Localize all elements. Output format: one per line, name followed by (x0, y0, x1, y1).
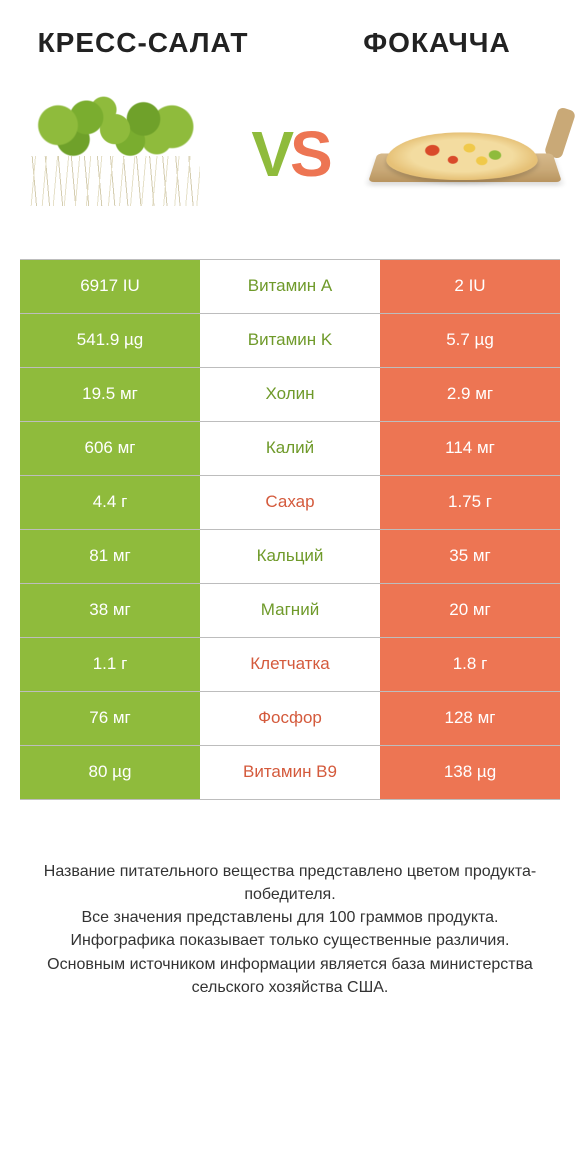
focaccia-icon (365, 94, 565, 214)
vs-label: VS (251, 117, 328, 191)
left-value: 76 мг (20, 692, 200, 745)
right-food-title: ФОКАЧЧА (322, 28, 552, 59)
nutrient-label: Магний (200, 584, 380, 637)
table-row: 80 µgВитамин B9138 µg (20, 746, 560, 800)
vs-v: V (251, 117, 290, 191)
table-row: 6917 IUВитамин A2 IU (20, 260, 560, 314)
right-value: 2.9 мг (380, 368, 560, 421)
nutrient-label: Сахар (200, 476, 380, 529)
right-value: 35 мг (380, 530, 560, 583)
right-value: 114 мг (380, 422, 560, 475)
footer-line: Все значения представлены для 100 граммо… (30, 906, 550, 929)
right-value: 5.7 µg (380, 314, 560, 367)
left-value: 1.1 г (20, 638, 200, 691)
right-value: 20 мг (380, 584, 560, 637)
nutrient-label: Витамин A (200, 260, 380, 313)
left-value: 606 мг (20, 422, 200, 475)
footer-line: Название питательного вещества представл… (30, 860, 550, 906)
footer-line: Основным источником информации является … (30, 953, 550, 999)
table-row: 541.9 µgВитамин K5.7 µg (20, 314, 560, 368)
right-value: 1.75 г (380, 476, 560, 529)
left-value: 81 мг (20, 530, 200, 583)
left-value: 80 µg (20, 746, 200, 799)
left-food-image (10, 89, 220, 219)
nutrient-label: Витамин B9 (200, 746, 380, 799)
table-row: 1.1 гКлетчатка1.8 г (20, 638, 560, 692)
right-food-image (360, 89, 570, 219)
nutrient-label: Витамин K (200, 314, 380, 367)
nutrient-label: Холин (200, 368, 380, 421)
comparison-table: 6917 IUВитамин A2 IU541.9 µgВитамин K5.7… (20, 259, 560, 800)
nutrient-label: Калий (200, 422, 380, 475)
table-row: 38 мгМагний20 мг (20, 584, 560, 638)
infographic-page: КРЕСС-САЛАТ ФОКАЧЧА VS 6917 IUВитамин A2… (0, 0, 580, 1174)
nutrient-label: Кальций (200, 530, 380, 583)
vs-row: VS (0, 59, 580, 259)
right-value: 2 IU (380, 260, 560, 313)
left-value: 4.4 г (20, 476, 200, 529)
right-value: 138 µg (380, 746, 560, 799)
right-value: 1.8 г (380, 638, 560, 691)
cress-icon (20, 94, 210, 214)
left-value: 6917 IU (20, 260, 200, 313)
vs-s: S (290, 117, 329, 191)
right-value: 128 мг (380, 692, 560, 745)
left-food-title: КРЕСС-САЛАТ (28, 28, 258, 59)
nutrient-label: Фосфор (200, 692, 380, 745)
footer-line: Инфографика показывает только существенн… (30, 929, 550, 952)
footer-notes: Название питательного вещества представл… (30, 860, 550, 999)
table-row: 19.5 мгХолин2.9 мг (20, 368, 560, 422)
table-row: 76 мгФосфор128 мг (20, 692, 560, 746)
nutrient-label: Клетчатка (200, 638, 380, 691)
table-row: 4.4 гСахар1.75 г (20, 476, 560, 530)
table-row: 606 мгКалий114 мг (20, 422, 560, 476)
left-value: 19.5 мг (20, 368, 200, 421)
left-value: 541.9 µg (20, 314, 200, 367)
table-row: 81 мгКальций35 мг (20, 530, 560, 584)
left-value: 38 мг (20, 584, 200, 637)
titles-row: КРЕСС-САЛАТ ФОКАЧЧА (0, 0, 580, 59)
